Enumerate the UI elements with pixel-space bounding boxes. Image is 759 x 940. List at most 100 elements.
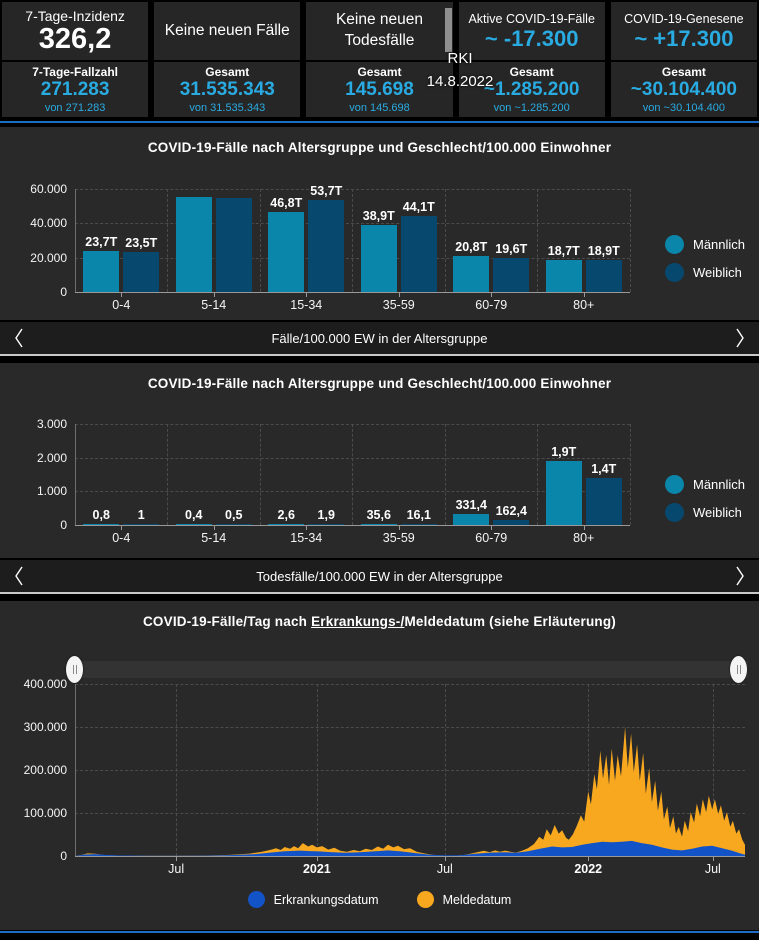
axis-tick bbox=[306, 292, 308, 297]
axis-tick bbox=[588, 856, 590, 861]
time-range-slider[interactable] bbox=[70, 661, 748, 678]
bar-Weiblich-35-59 bbox=[400, 523, 437, 525]
bar-chart-plot: 3.000 2.000 1.000 0 0,8 1 0,4 0,5 2,6 1,9 35,6 16,1… bbox=[37, 417, 631, 532]
x-tick-label: 15-34 bbox=[290, 531, 323, 545]
x-tick-label: 80+ bbox=[573, 298, 595, 312]
card-aktive-faelle: Aktive COVID-19-Fälle ~ -17.300 Gesamt ~… bbox=[458, 2, 605, 117]
y-axis-line bbox=[75, 684, 76, 856]
maennlich-swatch bbox=[665, 235, 684, 254]
card-subnote: von ~1.285.200 bbox=[493, 101, 570, 114]
chart-title: COVID-19-Fälle nach Altersgruppe und Ges… bbox=[147, 140, 612, 155]
bar-Weiblich-5-14 bbox=[215, 523, 252, 525]
y-axis-line bbox=[75, 189, 76, 292]
card-neue-faelle: Keine neuen Fälle Gesamt 31.535.343 von … bbox=[154, 2, 301, 117]
bar-Männlich-0-4 bbox=[83, 251, 120, 292]
next-arrow-button[interactable] bbox=[730, 563, 750, 589]
axis-tick bbox=[583, 525, 585, 530]
area-Meldedatum bbox=[75, 727, 745, 856]
axis-tick bbox=[491, 292, 493, 297]
gridline bbox=[75, 770, 745, 771]
card-title: Aktive COVID-19-Fälle bbox=[468, 12, 595, 26]
chart-legend: Männlich Weiblich bbox=[665, 235, 745, 282]
chevron-left-icon bbox=[15, 328, 23, 348]
bar-value-label: 20,8T bbox=[455, 240, 488, 255]
card-7-tage-inzidenz: 7-Tage-Inzidenz 326,2 7-Tage-Fallzahl 27… bbox=[2, 2, 149, 117]
legend-item-maennlich: Männlich bbox=[665, 475, 745, 494]
bar-Männlich-80+ bbox=[545, 259, 582, 292]
slider-handle-right[interactable] bbox=[730, 656, 747, 683]
bar-value-label: 46,8T bbox=[270, 195, 303, 210]
card-bottom: 7-Tage-Fallzahl 271.283 von 271.283 bbox=[2, 62, 149, 117]
card-value: ~ +17.300 bbox=[634, 26, 734, 51]
card-subvalue: 271.283 bbox=[40, 79, 110, 101]
gridline bbox=[712, 684, 714, 856]
y-axis-line bbox=[75, 424, 76, 525]
panel-cases-per-day: COVID-19-Fälle/Tag nach Erkrankungs-/Mel… bbox=[0, 601, 759, 930]
bar-Männlich-35-59 bbox=[360, 523, 397, 525]
card-value: ~ -17.300 bbox=[484, 26, 579, 51]
legend-label: Männlich bbox=[693, 477, 746, 492]
prev-arrow-button[interactable] bbox=[9, 325, 29, 351]
bar-value-label: 19,6T bbox=[495, 242, 528, 257]
bar-Männlich-80+ bbox=[545, 461, 582, 525]
stat-cards-row: 7-Tage-Inzidenz 326,2 7-Tage-Fallzahl 27… bbox=[0, 0, 759, 117]
gridline bbox=[629, 424, 631, 525]
title-text: COVID-19-Fälle/Tag nach bbox=[142, 614, 312, 629]
legend-label: Weiblich bbox=[693, 265, 742, 280]
y-tick-label: 0 bbox=[60, 285, 67, 299]
card-subvalue: 31.535.343 bbox=[179, 79, 275, 101]
bar-value-label: 18,7T bbox=[547, 243, 580, 258]
y-tick-label: 2.000 bbox=[36, 450, 67, 465]
gridline bbox=[352, 424, 353, 525]
x-tick-label: 80+ bbox=[573, 531, 595, 545]
axis-tick bbox=[306, 525, 308, 530]
y-tick-label: 100.000 bbox=[23, 806, 67, 820]
x-tick-label: 2021 bbox=[302, 862, 331, 876]
card-top: Aktive COVID-19-Fälle ~ -17.300 bbox=[458, 2, 605, 60]
watermark-source: RKI bbox=[447, 50, 473, 67]
area-Erkrankungsdatum bbox=[75, 840, 745, 856]
slider-handle-left[interactable] bbox=[66, 656, 83, 683]
bar-Männlich-15-34 bbox=[268, 523, 305, 525]
card-title: 7-Tage-Inzidenz bbox=[25, 7, 125, 24]
axis-tick bbox=[398, 292, 400, 297]
prev-arrow-button[interactable] bbox=[9, 563, 29, 589]
axis-tick bbox=[213, 292, 215, 297]
gridline bbox=[75, 684, 745, 685]
time-series-plot: 400.000 300.000 200.000 100.000 0 bbox=[24, 677, 745, 863]
bar-value-label: 2,6 bbox=[277, 507, 295, 522]
bar-value-label: 44,1T bbox=[402, 200, 435, 215]
x-tick-label: 5-14 bbox=[201, 298, 227, 312]
card-top: COVID-19-Genesene ~ +17.300 bbox=[610, 2, 757, 60]
bar-Männlich-15-34 bbox=[268, 211, 305, 292]
axis-tick bbox=[316, 856, 318, 861]
bar-value-label: 1 bbox=[137, 507, 145, 522]
divider bbox=[0, 931, 759, 933]
card-genesene: COVID-19-Genesene ~ +17.300 Gesamt ~30.1… bbox=[610, 2, 757, 117]
gridline bbox=[444, 424, 446, 525]
card-sublabel: Gesamt bbox=[205, 65, 250, 80]
next-arrow-button[interactable] bbox=[730, 325, 750, 351]
bar-chart-plot: 60.000 40.000 20.000 0 23,7T 23,5T 46,8T 53,7T 3… bbox=[30, 182, 631, 299]
scrollbar-thumb[interactable] bbox=[444, 8, 452, 52]
legend-label: Männlich bbox=[693, 237, 746, 252]
erlaeuterung-link[interactable]: Erkrankungs-/ bbox=[311, 614, 405, 629]
bar-value-label: 331,4 bbox=[455, 497, 487, 512]
x-tick-label: Jul bbox=[168, 862, 185, 876]
gridline bbox=[316, 684, 318, 856]
maennlich-swatch bbox=[665, 475, 684, 494]
card-bottom: Gesamt 31.535.343 von 31.535.343 bbox=[154, 62, 301, 117]
x-tick-label: 60-79 bbox=[475, 298, 508, 312]
card-subvalue: ~30.104.400 bbox=[630, 79, 737, 101]
legend-label: Erkrankungsdatum bbox=[273, 892, 379, 907]
y-tick-label: 1.000 bbox=[36, 484, 67, 499]
axis-tick bbox=[398, 525, 400, 530]
axis-tick bbox=[176, 856, 178, 861]
gridline bbox=[588, 684, 590, 856]
chart-pager-cases: Fälle/100.000 EW in der Altersgruppe bbox=[0, 322, 759, 356]
y-tick-label: 60.000 bbox=[30, 182, 67, 196]
card-subnote: von 145.698 bbox=[349, 101, 410, 114]
bar-value-label: 0,4 bbox=[185, 507, 203, 522]
axis-tick bbox=[121, 292, 123, 297]
